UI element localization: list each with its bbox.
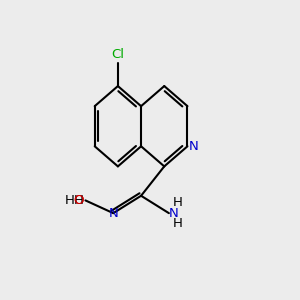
Text: N: N — [108, 207, 118, 220]
Text: H: H — [173, 217, 183, 230]
Text: N: N — [169, 207, 179, 220]
Text: O: O — [74, 194, 84, 207]
Text: O: O — [74, 194, 84, 207]
Text: H: H — [65, 194, 75, 207]
Text: H: H — [74, 194, 84, 207]
Text: Cl: Cl — [111, 48, 124, 62]
Text: H: H — [173, 196, 183, 209]
Text: N: N — [189, 140, 199, 153]
